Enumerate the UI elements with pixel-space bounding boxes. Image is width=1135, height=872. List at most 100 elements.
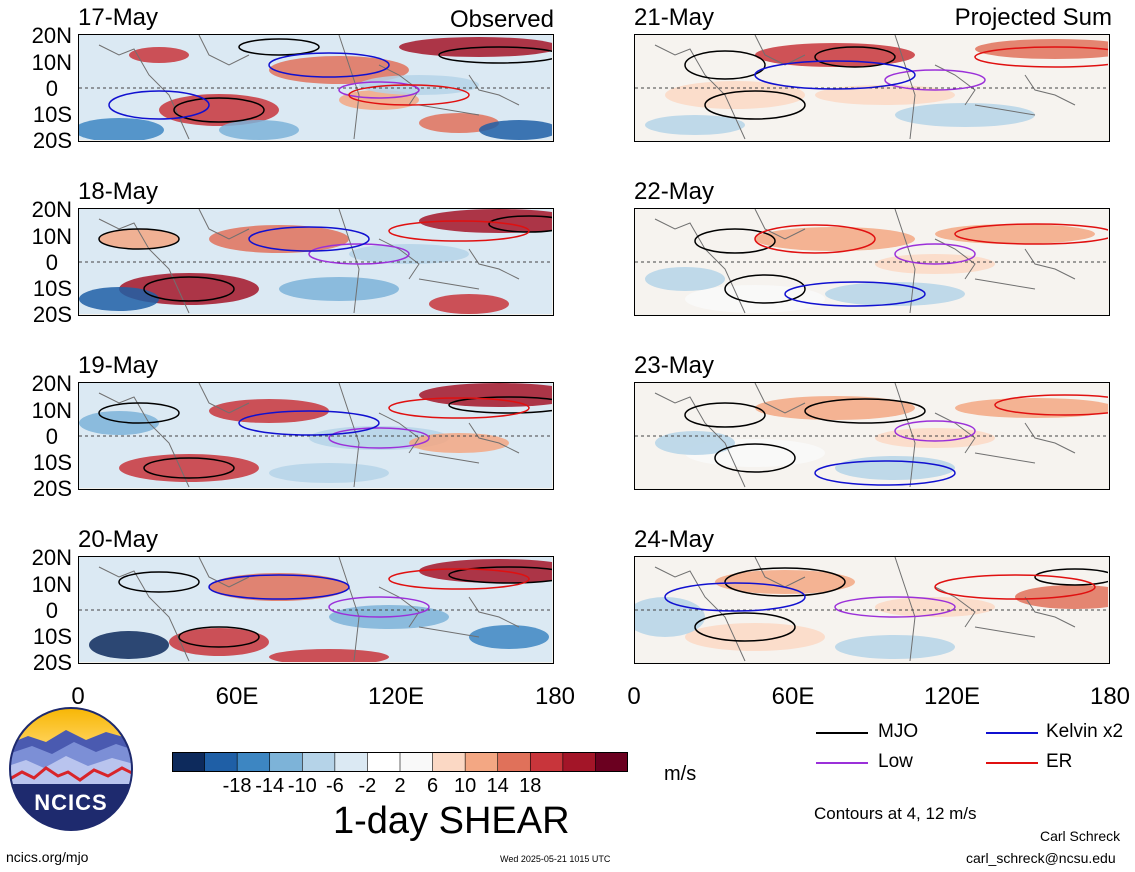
lat-label: 20N: [31, 197, 72, 222]
lon-label: 120E: [923, 683, 981, 710]
contour-note: Contours at 4, 12 m/s: [814, 804, 977, 823]
wave-contour: [754, 224, 876, 254]
logo-text: NCICS: [34, 790, 108, 815]
shear-field-map: [635, 35, 1108, 140]
wave-contour: [884, 69, 986, 91]
colorbar-tick-label: -2: [358, 775, 377, 797]
wave-contour: [934, 574, 1096, 600]
shear-anomaly-region: [685, 285, 825, 313]
shear-anomaly-region: [79, 118, 164, 140]
colorbar-swatch: [595, 751, 629, 773]
shear-field-map: [635, 209, 1108, 314]
lat-label: 20S: [32, 650, 72, 675]
map-panel-19-may: [78, 382, 554, 490]
projected-sum-label: Projected Sum: [954, 4, 1112, 31]
shear-anomaly-region: [219, 120, 299, 140]
date-label: 18-May: [78, 178, 159, 205]
wave-contour: [894, 243, 976, 265]
shear-anomaly-region: [755, 227, 915, 251]
wave-contour: [804, 398, 926, 424]
shear-field-map: [79, 35, 552, 140]
wave-contour: [664, 582, 806, 612]
wave-contour: [118, 571, 200, 593]
shear-anomaly-region: [655, 431, 735, 455]
footer-url[interactable]: ncics.org/mjo: [6, 849, 89, 865]
colorbar-swatch: [562, 751, 597, 773]
wave-contour: [974, 46, 1108, 68]
wave-contour: [388, 568, 530, 590]
lat-label: 0: [45, 76, 58, 101]
legend-er-line: [986, 762, 1038, 764]
coastline: [98, 209, 520, 314]
lon-label: 60E: [771, 683, 815, 710]
lat-label: 10N: [31, 50, 72, 75]
shear-anomaly-region: [419, 113, 499, 133]
wave-contour: [684, 402, 766, 428]
observed-label: Observed: [449, 6, 554, 33]
lon-label: 0: [71, 683, 85, 710]
wave-contour: [328, 427, 430, 449]
colorbar-tick-label: 10: [453, 775, 477, 797]
map-panel-22-may: [634, 208, 1110, 316]
wave-contour: [1034, 568, 1108, 586]
ncics-logo[interactable]: NCICS: [8, 706, 134, 832]
wave-contour: [448, 566, 552, 584]
shear-field-map: [79, 383, 552, 488]
chart-title: 1-day SHEAR: [333, 800, 570, 842]
colorbar-tick-label: -14: [255, 775, 285, 797]
lat-label: 20S: [32, 302, 72, 327]
colorbar-tick-label: -6: [325, 775, 344, 797]
wave-contour: [814, 46, 896, 68]
colorbar-tick-label: 18: [519, 775, 542, 797]
shear-anomaly-region: [169, 628, 269, 656]
colorbar-tick-label: 2: [394, 775, 406, 797]
map-panel-23-may: [634, 382, 1110, 490]
date-label: 23-May: [634, 352, 715, 379]
lat-label: 10S: [32, 450, 72, 475]
shear-anomaly-region: [715, 570, 855, 594]
map-panel-20-may: [78, 556, 554, 664]
shear-anomaly-region: [419, 383, 552, 407]
wave-contour: [704, 90, 806, 120]
footer-email[interactable]: carl_schreck@ncsu.edu: [966, 850, 1116, 866]
lat-label: 0: [45, 424, 58, 449]
footer-author: Carl Schreck: [1040, 828, 1121, 844]
shear-field-map: [79, 209, 552, 314]
legend-mjo-line: [816, 732, 868, 734]
shear-field-map: [79, 557, 552, 662]
lat-label: 10N: [31, 572, 72, 597]
map-panel-18-may: [78, 208, 554, 316]
shear-anomaly-region: [409, 433, 509, 453]
coastline: [98, 557, 520, 662]
lon-label: 120E: [367, 683, 425, 710]
colorbar: [171, 751, 629, 773]
colorbar-swatch: [204, 751, 238, 773]
wave-contour: [438, 46, 552, 64]
lat-label: 20S: [32, 128, 72, 153]
shear-anomaly-region: [755, 43, 915, 67]
lat-label: 10N: [31, 398, 72, 423]
lat-label: 20S: [32, 476, 72, 501]
map-panel-24-may: [634, 556, 1110, 664]
shear-anomaly-region: [755, 396, 915, 420]
shear-anomaly-region: [479, 120, 552, 140]
legend-mjo-label: MJO: [878, 721, 919, 742]
lon-label: 180: [534, 683, 576, 710]
wave-contour: [894, 420, 976, 442]
shear-anomaly-region: [79, 411, 159, 435]
shear-anomaly-region: [129, 47, 189, 63]
wave-contour: [694, 228, 776, 254]
wave-contour: [834, 596, 956, 618]
wave-contour: [208, 574, 350, 600]
colorbar-swatch: [269, 751, 304, 773]
shear-anomaly-region: [955, 398, 1108, 418]
shear-anomaly-region: [685, 623, 825, 651]
colorbar-swatch: [464, 751, 499, 773]
colorbar-swatch: [236, 751, 271, 773]
wave-contour: [714, 443, 796, 473]
shear-anomaly-region: [935, 224, 1095, 244]
date-label: 19-May: [78, 352, 159, 379]
date-label: 17-May: [78, 4, 159, 31]
shear-anomaly-region: [269, 56, 409, 84]
coastline: [654, 383, 1076, 488]
